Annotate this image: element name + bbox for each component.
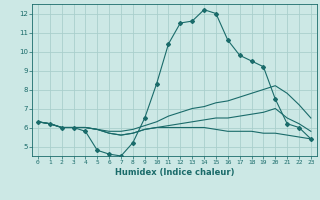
X-axis label: Humidex (Indice chaleur): Humidex (Indice chaleur) [115,168,234,177]
